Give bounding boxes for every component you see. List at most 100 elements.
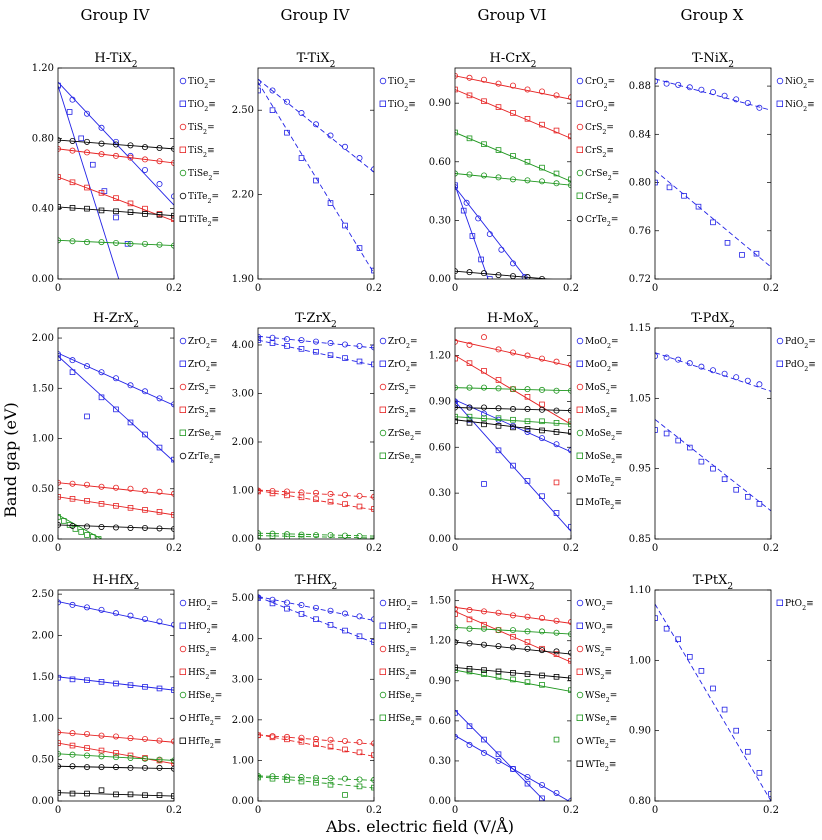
data-point <box>90 161 96 168</box>
legend-entry: MoO2≡ <box>576 360 619 373</box>
legend-entry: ZrS2= <box>379 383 416 396</box>
data-point <box>356 633 363 640</box>
series-tite2-triple <box>58 204 174 219</box>
data-point <box>142 205 148 212</box>
data-point <box>141 755 148 762</box>
data-point <box>84 677 90 683</box>
legend-entry: TiTe2= <box>179 192 219 205</box>
legend-marker <box>379 337 387 345</box>
data-point <box>113 754 120 761</box>
legend-label: MoSe2≡ <box>585 452 623 465</box>
data-point <box>756 381 763 388</box>
y-tick-label: 0.80 <box>629 796 651 807</box>
data-point <box>695 203 702 210</box>
panel-h-tix2: H-TiX2 0.00 0.40 0.80 1.20 0 0.2 TiO2= TiO2≡ TiS2… <box>32 51 220 294</box>
data-point <box>258 79 261 86</box>
series-zrs2-triple <box>58 493 174 518</box>
data-point <box>455 398 458 405</box>
data-point <box>455 624 458 631</box>
legend-marker <box>379 645 387 653</box>
legend-marker <box>576 77 584 85</box>
legend-label: NiO2= <box>785 77 815 90</box>
legend-entry: ZrSe2≡ <box>379 452 422 465</box>
series-hfte2-eq <box>58 763 174 772</box>
y-tick-label: 1.00 <box>629 655 651 666</box>
data-point <box>524 628 531 635</box>
panel-title: H-HfX2 <box>93 573 140 592</box>
data-point <box>69 179 76 186</box>
data-point <box>710 685 716 692</box>
data-point <box>710 465 716 472</box>
series-zrs2-eq <box>58 479 174 497</box>
data-point <box>312 489 319 496</box>
legend-entry: WS2≡ <box>576 668 612 681</box>
data-point <box>568 631 571 638</box>
data-point <box>510 462 516 469</box>
y-tick-label: 1.15 <box>629 323 651 334</box>
data-point <box>342 746 348 753</box>
fit-line <box>58 139 174 150</box>
series-hfs2-triple <box>258 732 374 758</box>
legend-label: HfSe2≡ <box>388 714 422 727</box>
data-point <box>269 596 276 603</box>
fit-line <box>455 641 571 655</box>
data-point <box>69 751 76 758</box>
data-point <box>84 745 90 751</box>
y-tick-label: 0.00 <box>32 274 54 285</box>
panel-t-zrx2: T-ZrX2 0.00 1.00 2.00 3.00 4.00 0 0.2 ZrO2= ZrO2≡… <box>232 311 422 554</box>
y-tick-label: 0.84 <box>629 129 651 140</box>
data-point <box>127 791 134 798</box>
legend-label: TiO2≡ <box>188 100 216 113</box>
data-point <box>745 748 751 755</box>
data-point <box>480 625 487 632</box>
data-point <box>356 613 363 620</box>
legend-entry: WSe2= <box>576 691 617 704</box>
data-point <box>466 413 473 420</box>
series-ws2-eq <box>455 605 571 626</box>
data-point <box>371 639 374 645</box>
legend-marker <box>576 668 583 675</box>
data-point <box>156 525 163 532</box>
plot-area <box>455 72 571 279</box>
y-tick-label: 0.50 <box>32 484 54 495</box>
data-point <box>69 763 76 770</box>
legend-marker <box>776 360 783 367</box>
data-point <box>127 419 134 426</box>
data-point <box>69 522 76 529</box>
y-tick-label: 0.60 <box>429 442 451 453</box>
data-point <box>327 490 334 497</box>
data-point <box>553 407 560 414</box>
data-point <box>753 250 760 257</box>
fit-line <box>455 185 489 279</box>
legend-entry: TiO2= <box>379 77 416 90</box>
data-point <box>481 667 487 673</box>
data-point <box>312 121 319 128</box>
legend-label: HfO2= <box>188 599 218 612</box>
fit-line <box>58 765 174 770</box>
legend-entry: CrSe2≡ <box>576 192 619 205</box>
data-point <box>733 727 739 734</box>
data-point <box>553 510 560 516</box>
series-mote2-triple <box>455 418 571 435</box>
data-point <box>524 386 531 393</box>
data-point <box>666 184 673 191</box>
data-point <box>495 174 502 181</box>
data-point <box>480 641 487 648</box>
data-point <box>745 493 751 500</box>
data-point <box>466 625 473 632</box>
data-point <box>98 207 105 214</box>
y-tick-label: 0.30 <box>429 756 451 767</box>
panel-t-hfx2: T-HfX2 0.00 1.00 2.00 3.00 4.00 5.00 0 0.2 HfO2= H… <box>232 573 423 816</box>
legend-marker <box>576 498 583 505</box>
fit-line <box>455 407 571 412</box>
data-point <box>495 346 502 353</box>
series-wse2-eq <box>455 624 571 638</box>
panel-h-wx2: H-WX2 0.00 0.30 0.60 0.90 1.20 1.50 0 0.2 WO2= WO2… <box>429 573 618 816</box>
data-point <box>98 606 105 613</box>
data-point <box>269 775 276 782</box>
legend-marker <box>379 714 386 721</box>
data-point <box>480 172 487 179</box>
series-wte2-eq <box>455 639 571 656</box>
data-point <box>341 143 348 150</box>
legend-marker <box>179 429 186 436</box>
